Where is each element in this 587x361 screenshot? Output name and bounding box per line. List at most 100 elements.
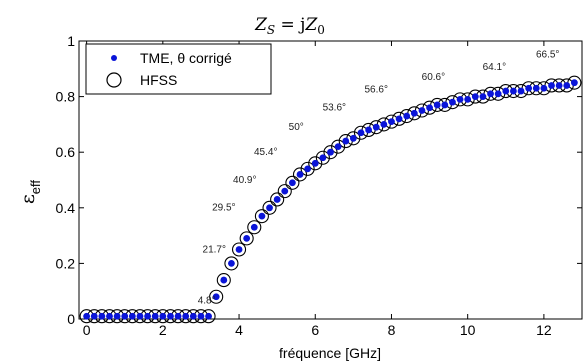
x-tick-label: 2 xyxy=(159,322,167,338)
tme-point xyxy=(90,312,98,320)
tme-point xyxy=(441,101,449,109)
tme-point xyxy=(357,129,365,137)
tme-point xyxy=(121,312,129,320)
angle-annotation: 66.5° xyxy=(536,50,559,61)
tme-point xyxy=(205,312,212,320)
x-tick-label: 12 xyxy=(536,322,552,338)
tme-point xyxy=(456,95,464,103)
hfss-point xyxy=(315,150,330,165)
angle-annotation: 4.8° xyxy=(198,296,216,307)
legend-tme-marker xyxy=(111,55,117,61)
legend: TME, θ corrigé HFSS xyxy=(85,43,272,95)
hfss-point xyxy=(239,231,254,246)
tme-point xyxy=(106,312,113,320)
legend-hfss-label: HFSS xyxy=(140,72,177,88)
angle-annotation: 45.4° xyxy=(254,147,277,158)
tme-point xyxy=(189,312,197,320)
hfss-point xyxy=(231,242,247,257)
x-tick-label: 0 xyxy=(83,322,91,338)
legend-box xyxy=(85,43,272,95)
tme-point xyxy=(548,82,555,89)
tme-point xyxy=(128,312,136,320)
angle-annotation: 60.6° xyxy=(422,72,445,83)
tme-point xyxy=(228,260,235,267)
hfss-point xyxy=(292,167,308,182)
hfss-point xyxy=(323,145,338,160)
angle-annotation: 40.9° xyxy=(233,175,256,186)
tme-point xyxy=(159,312,167,320)
tme-point xyxy=(281,187,289,195)
tme-point xyxy=(342,137,350,145)
tme-point xyxy=(167,312,174,320)
hfss-point xyxy=(277,184,292,199)
x-tick-label: 4 xyxy=(235,322,243,338)
y-axis: 0 0.2 0.4 0.6 0.8 1 xyxy=(56,33,582,327)
tme-point xyxy=(327,148,334,156)
x-axis-label: fréquence [GHz] xyxy=(279,345,381,361)
tme-point xyxy=(471,93,479,100)
angle-annotation: 29.5° xyxy=(212,203,235,214)
tme-point xyxy=(304,165,312,173)
tme-point xyxy=(494,90,502,98)
angle-annotations: 4.8° 21.7° 29.5° 40.9° 45.4° 50° 53.6° 56.6° 60.… xyxy=(198,50,560,307)
tme-point xyxy=(540,84,548,92)
angle-annotation: 21.7° xyxy=(203,244,226,255)
hfss-point xyxy=(331,139,346,154)
hfss-point xyxy=(270,192,285,207)
x-tick-label: 6 xyxy=(311,322,319,338)
y-tick-label: 0.2 xyxy=(56,255,76,271)
hfss-point xyxy=(254,209,269,224)
tme-point xyxy=(273,196,281,203)
chart-title: ZS = jZ0 xyxy=(254,15,325,37)
y-tick-label: 0.4 xyxy=(56,200,76,216)
angle-annotation: 53.6° xyxy=(323,103,346,114)
hfss-point xyxy=(262,200,277,215)
tme-point xyxy=(136,312,144,320)
tme-point xyxy=(418,107,426,114)
y-tick-label: 0 xyxy=(67,311,75,327)
tme-point xyxy=(426,104,433,112)
x-axis: 0 2 4 6 8 10 12 xyxy=(83,41,552,338)
tme-point xyxy=(563,82,571,89)
tme-point xyxy=(570,79,578,87)
tme-point xyxy=(296,171,304,178)
tme-point xyxy=(555,82,563,89)
tme-point xyxy=(182,312,190,320)
tme-point xyxy=(487,90,494,98)
tme-point xyxy=(113,312,121,320)
tme-point xyxy=(517,87,525,95)
hfss-point xyxy=(247,220,262,235)
tme-point xyxy=(334,143,342,151)
tme-point xyxy=(403,112,411,120)
tme-point xyxy=(319,154,327,162)
tme-point xyxy=(365,126,373,134)
hfss-point xyxy=(209,289,224,304)
tme-point xyxy=(380,121,388,128)
y-tick-label: 0.6 xyxy=(56,144,76,160)
angle-annotation: 50° xyxy=(289,122,304,133)
tme-point xyxy=(372,123,380,131)
hfss-point xyxy=(285,175,300,190)
tme-point xyxy=(502,87,510,95)
tme-point xyxy=(151,312,159,320)
hfss-point xyxy=(224,256,239,271)
legend-tme-label: TME, θ corrigé xyxy=(140,50,232,66)
y-axis-label: εeff xyxy=(17,180,43,204)
tme-point xyxy=(525,84,533,92)
tme-point xyxy=(395,115,403,123)
legend-hfss-marker xyxy=(106,72,122,88)
angle-annotation: 56.6° xyxy=(364,84,387,95)
tme-point xyxy=(449,98,456,106)
x-tick-label: 10 xyxy=(460,322,476,338)
hfss-point xyxy=(308,156,323,171)
hfss-point xyxy=(216,273,231,288)
tme-point xyxy=(83,312,91,320)
tme-point xyxy=(258,212,266,220)
tme-point xyxy=(433,101,441,109)
tme-point xyxy=(349,134,357,142)
tme-point xyxy=(464,95,472,103)
tme-series xyxy=(83,79,578,320)
tme-point xyxy=(532,84,540,92)
tme-point xyxy=(98,312,106,320)
